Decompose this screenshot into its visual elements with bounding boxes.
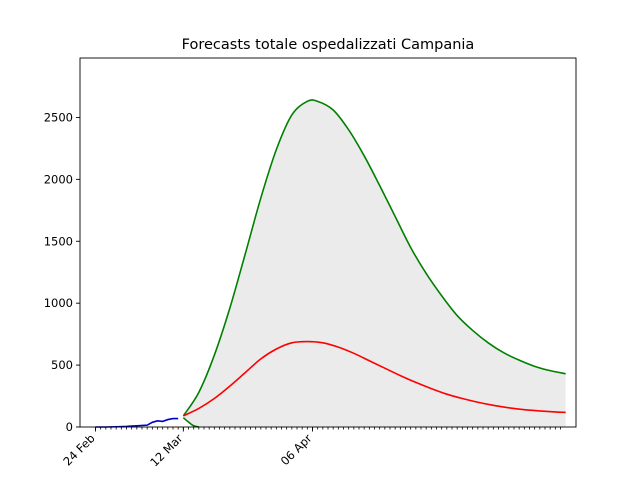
- chart-title: Forecasts totale ospedalizzati Campania: [182, 37, 475, 53]
- observed-line: [95, 417, 179, 428]
- plot-area: 0 500 1000 1500 2000 2500 24 Feb 12 Mar 06 Apr: [44, 57, 577, 469]
- y-tick-label: 1000: [44, 296, 73, 310]
- y-tick-label: 500: [51, 358, 73, 372]
- forecast-band: [183, 99, 566, 428]
- y-tick-label: 2000: [44, 172, 73, 186]
- y-tick-label: 0: [66, 420, 73, 434]
- y-tick-label: 2500: [44, 110, 73, 124]
- upper-forecast-line: [182, 99, 566, 417]
- central-forecast-line: [182, 340, 566, 417]
- y-tick-label: 1500: [44, 234, 73, 248]
- x-tick-label: 06 Apr: [278, 431, 315, 468]
- x-tick-label: 24 Feb: [60, 431, 97, 468]
- x-tick-label: 12 Mar: [147, 431, 185, 469]
